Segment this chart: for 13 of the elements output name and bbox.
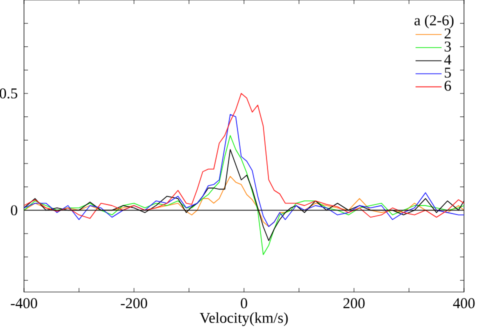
legend-label: 3	[444, 42, 451, 52]
x-tick-label: -400	[10, 298, 38, 308]
x-tick-label: 200	[343, 298, 365, 308]
legend-title: a (2-6)	[414, 14, 454, 28]
x-axis-title: Velocity(km/s)	[200, 312, 288, 326]
y-tick-label: 0.5	[0, 88, 18, 99]
legend-label: 5	[444, 68, 451, 78]
legend-label: 2	[444, 28, 451, 38]
x-tick-label: 0	[240, 298, 248, 308]
x-tick-label: -200	[120, 298, 148, 308]
x-tick-label: 400	[453, 298, 475, 308]
legend-label: 4	[444, 54, 452, 65]
legend-label: 6	[444, 80, 451, 91]
